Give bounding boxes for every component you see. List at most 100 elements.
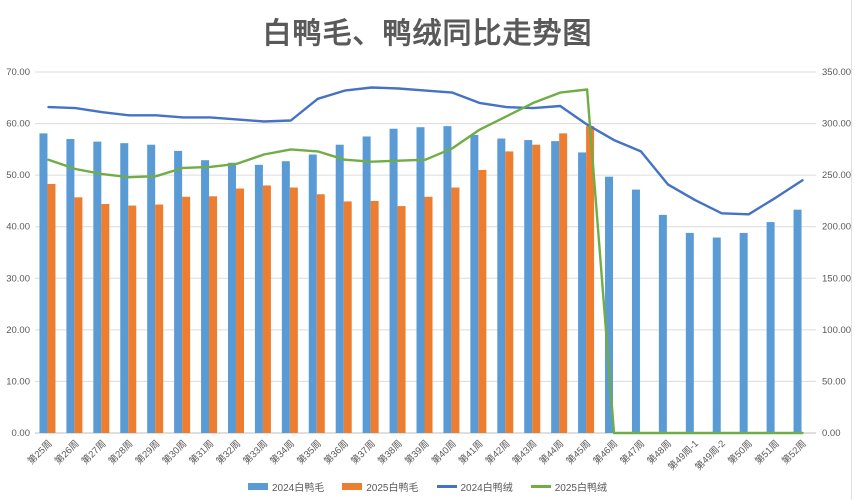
bar <box>424 196 433 433</box>
bar <box>416 127 425 433</box>
bar <box>201 160 210 434</box>
x-axis-label: 第41周 <box>456 438 485 467</box>
svg-text:60.00: 60.00 <box>6 119 30 130</box>
x-axis-label: 第43周 <box>510 438 539 467</box>
legend-line-swatch <box>436 485 457 488</box>
svg-text:0.00: 0.00 <box>822 428 841 439</box>
line-series-2024白鸭绒 <box>47 86 804 216</box>
x-axis-label: 第28周 <box>106 438 135 467</box>
bar <box>254 164 263 434</box>
bar <box>370 200 379 433</box>
legend-item-2024白鸭绒: 2024白鸭绒 <box>436 479 513 494</box>
legend-line-swatch <box>530 485 551 488</box>
x-axis-label: 第27周 <box>79 438 108 467</box>
bar <box>605 176 614 433</box>
bar <box>443 126 452 434</box>
right-border-line <box>851 0 852 500</box>
bar <box>308 154 317 433</box>
bar <box>343 201 352 433</box>
bar <box>362 136 371 433</box>
x-axis-label: 第42周 <box>483 438 512 467</box>
svg-text:30.00: 30.00 <box>6 273 30 284</box>
x-axis-label: 第49周-2 <box>692 438 727 473</box>
bar <box>712 237 721 433</box>
bar <box>262 185 271 433</box>
x-axis-label: 第34周 <box>268 438 297 467</box>
x-axis-label: 第52周 <box>779 438 808 467</box>
bar <box>147 144 156 434</box>
bar <box>793 209 802 433</box>
legend-bar-swatch <box>342 483 363 490</box>
x-axis-labels: 第25周第26周第27周第28周第29周第30周第31周第32周第33周第34周… <box>25 438 808 473</box>
legend-label: 2025白鸭绒 <box>554 483 607 494</box>
x-axis-label: 第38周 <box>375 438 404 467</box>
bar <box>578 152 587 434</box>
svg-text:150.00: 150.00 <box>822 273 851 284</box>
bar <box>451 187 460 433</box>
bar-series-2025白鸭毛 <box>47 126 595 434</box>
bar <box>739 232 748 433</box>
bar <box>101 204 110 433</box>
bar <box>281 161 290 433</box>
x-axis-label: 第29周 <box>133 438 162 467</box>
x-axis-label: 第31周 <box>187 438 216 467</box>
x-axis-label: 第33周 <box>241 438 270 467</box>
bar <box>289 187 298 433</box>
bar <box>120 143 129 433</box>
x-axis-label: 第30周 <box>160 438 189 467</box>
svg-text:40.00: 40.00 <box>6 222 30 233</box>
svg-text:50.00: 50.00 <box>822 376 846 387</box>
svg-text:70.00: 70.00 <box>6 67 30 78</box>
bar <box>182 196 191 433</box>
bar <box>397 206 406 433</box>
bar <box>658 214 667 433</box>
bar <box>128 205 137 433</box>
svg-text:200.00: 200.00 <box>822 222 851 233</box>
bar <box>74 197 83 433</box>
x-axis-label: 第35周 <box>294 438 323 467</box>
svg-text:100.00: 100.00 <box>822 325 851 336</box>
bar <box>551 141 560 433</box>
x-axis-label: 第26周 <box>52 438 81 467</box>
bar <box>505 151 514 434</box>
bar <box>685 232 694 433</box>
svg-text:300.00: 300.00 <box>822 119 851 130</box>
legend-item-2025白鸭绒: 2025白鸭绒 <box>530 479 607 494</box>
bar <box>174 150 183 433</box>
x-axis-label: 第32周 <box>214 438 243 467</box>
bar <box>524 140 533 433</box>
legend-label: 2025白鸭毛 <box>366 483 419 494</box>
legend-item-2025白鸭毛: 2025白鸭毛 <box>342 479 419 494</box>
x-axis-label: 第44周 <box>537 438 566 467</box>
svg-text:250.00: 250.00 <box>822 170 851 181</box>
bar <box>389 128 398 433</box>
bar <box>316 194 325 433</box>
x-axis-label: 第39周 <box>402 438 431 467</box>
svg-text:50.00: 50.00 <box>6 170 30 181</box>
svg-text:10.00: 10.00 <box>6 376 30 387</box>
legend-label: 2024白鸭毛 <box>272 483 325 494</box>
bar <box>66 139 75 434</box>
legend-item-2024白鸭毛: 2024白鸭毛 <box>248 479 324 494</box>
bar <box>39 133 48 433</box>
x-axis-label: 第46周 <box>591 438 620 467</box>
bar <box>766 222 775 433</box>
x-axis-label: 第36周 <box>321 438 350 467</box>
x-axis-label: 第25周 <box>25 438 54 467</box>
bar <box>631 189 640 433</box>
bar <box>227 162 236 433</box>
bar-series-2024白鸭毛 <box>39 126 802 434</box>
svg-text:0.00: 0.00 <box>12 428 31 439</box>
bar <box>47 183 56 433</box>
bar <box>209 196 218 433</box>
bar <box>235 188 244 433</box>
chart-legend: 2024白鸭毛 2025白鸭毛 2024白鸭绒 2025白鸭绒 <box>0 479 855 494</box>
x-axis-label: 第40周 <box>429 438 458 467</box>
x-axis-label: 第50周 <box>725 438 754 467</box>
svg-text:350.00: 350.00 <box>822 67 851 78</box>
bar <box>93 141 102 433</box>
bar <box>559 133 568 433</box>
bar <box>155 204 164 433</box>
svg-text:20.00: 20.00 <box>6 325 30 336</box>
right-axis-tick-labels: 0.00 50.00 100.00 150.00 200.00 250.00 300.00 3… <box>822 67 851 439</box>
